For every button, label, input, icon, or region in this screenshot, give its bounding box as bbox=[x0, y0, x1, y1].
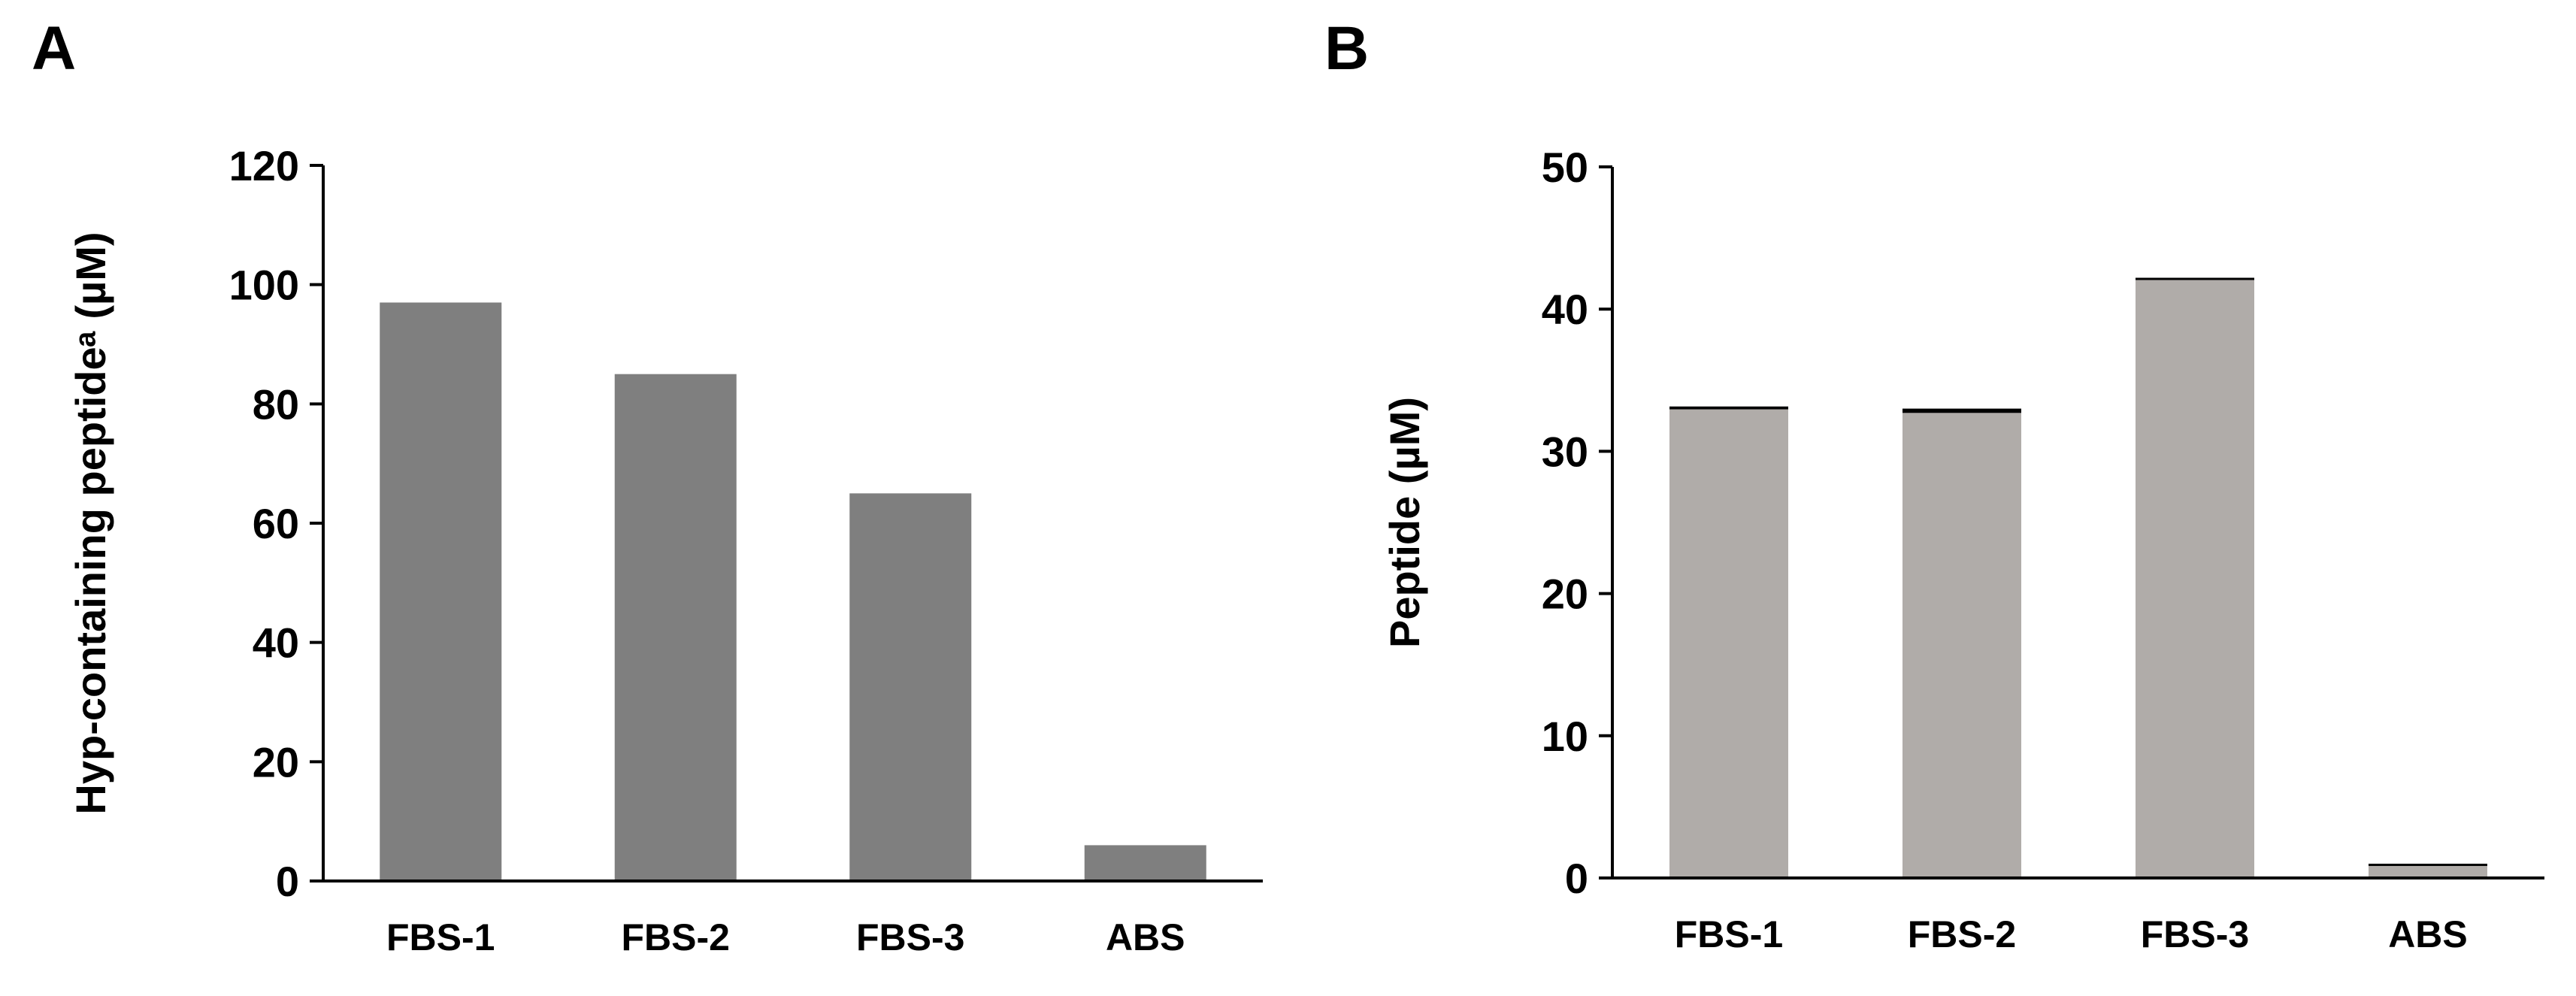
bar-fbs-3 bbox=[849, 493, 972, 881]
y-tick-label: 30 bbox=[1542, 428, 1588, 475]
y-tick-label: 40 bbox=[1542, 286, 1588, 333]
bar-fbs-3 bbox=[2136, 279, 2254, 878]
x-tick-label: FBS-2 bbox=[1908, 913, 2016, 955]
y-tick-label: 20 bbox=[253, 738, 299, 786]
y-tick-label: 60 bbox=[253, 500, 299, 547]
y-tick-label: 10 bbox=[1542, 713, 1588, 760]
x-tick-label: FBS-3 bbox=[2141, 913, 2249, 955]
error-bar-fbs-2 bbox=[1902, 408, 2021, 413]
x-tick-label: FBS-1 bbox=[1675, 913, 1783, 955]
error-bar-abs bbox=[2369, 864, 2487, 867]
x-tick-label: FBS-2 bbox=[622, 916, 730, 958]
y-tick-label: 100 bbox=[229, 262, 299, 309]
y-axis-title: Hyp-containing peptideᵃ (µM) bbox=[67, 232, 114, 814]
y-axis-title: Peptide (µM) bbox=[1381, 397, 1428, 648]
bar-fbs-1 bbox=[380, 302, 502, 881]
error-bar-fbs-3 bbox=[2136, 277, 2254, 280]
y-tick-label: 120 bbox=[229, 142, 299, 189]
x-tick-label: FBS-1 bbox=[386, 916, 495, 958]
panel-a: A FBS-1 FBS-2 FBS-3 ABS 0 20 40 60 80 100 120 Hyp-c… bbox=[32, 14, 1263, 958]
y-tick-label: 20 bbox=[1542, 571, 1588, 618]
panel-letter-a: A bbox=[32, 14, 77, 83]
bar-fbs-1 bbox=[1669, 408, 1788, 878]
bar-fbs-2 bbox=[614, 374, 737, 882]
panel-b: B FBS-1 FBS-2 FBS-3 ABS 0 10 20 30 40 50 Peptide (… bbox=[1293, 0, 2576, 996]
error-bar-fbs-1 bbox=[1669, 406, 1788, 410]
bar-abs bbox=[2369, 864, 2487, 878]
x-tick-label: FBS-3 bbox=[856, 916, 964, 958]
x-tick-label: ABS bbox=[2388, 913, 2468, 955]
y-tick-label: 0 bbox=[1565, 855, 1588, 902]
chart-a: FBS-1 FBS-2 FBS-3 ABS 0 20 40 60 80 100 120 Hyp-con… bbox=[67, 142, 1263, 958]
y-tick-label: 80 bbox=[253, 380, 299, 428]
x-tick-label: ABS bbox=[1106, 916, 1185, 958]
y-tick-label: 0 bbox=[276, 858, 299, 905]
bar-abs bbox=[1084, 845, 1206, 881]
chart-b: FBS-1 FBS-2 FBS-3 ABS 0 10 20 30 40 50 Peptide (µM… bbox=[1381, 144, 2544, 955]
y-tick-label: 50 bbox=[1542, 144, 1588, 191]
y-tick-label: 40 bbox=[253, 619, 299, 667]
panel-letter-b: B bbox=[1324, 14, 1370, 83]
bar-fbs-2 bbox=[1902, 411, 2021, 878]
